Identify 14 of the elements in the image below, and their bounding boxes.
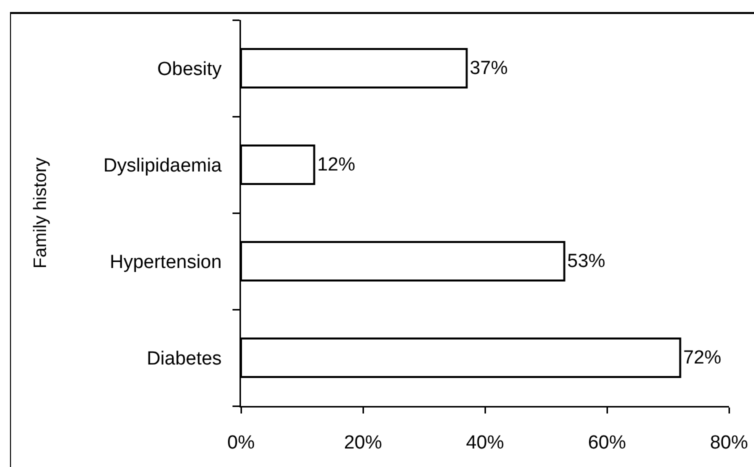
data-label: 12% <box>317 154 356 176</box>
y-tick-label: Diabetes <box>146 348 222 370</box>
x-tick-label: 40% <box>466 432 504 454</box>
y-axis-title: Family history <box>30 157 50 269</box>
x-tick-label: 60% <box>588 432 626 454</box>
data-label: 37% <box>470 58 508 79</box>
x-tick-label: 20% <box>344 432 382 454</box>
data-label: 72% <box>683 347 722 368</box>
x-tick-label: 0% <box>227 432 255 454</box>
y-tick-label: Obesity <box>157 58 222 80</box>
y-tick-label: Hypertension <box>110 252 222 273</box>
data-label: 53% <box>567 250 606 272</box>
y-tick-label: Dyslipidaemia <box>103 155 222 176</box>
x-tick-label: 80% <box>710 432 748 454</box>
